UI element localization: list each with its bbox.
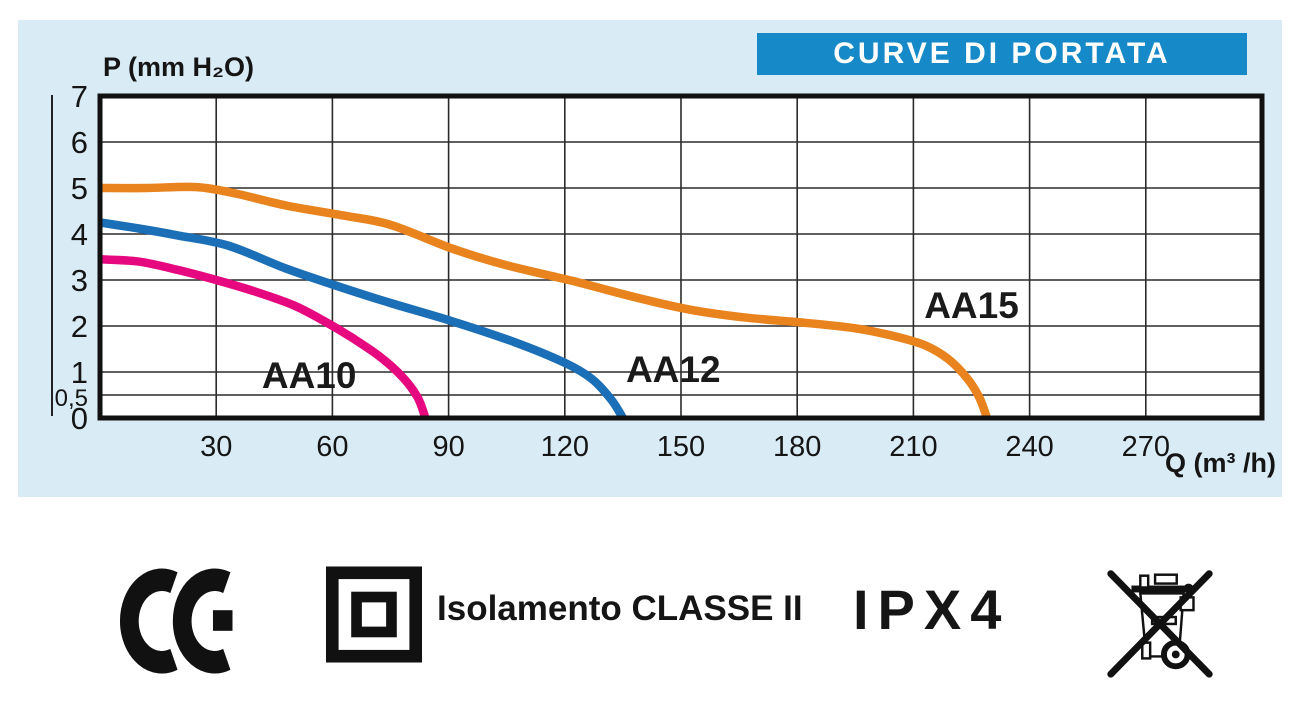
y-tick-label: 0,5 [55, 385, 88, 412]
flow-curve-AA10 [100, 255, 430, 418]
flow-curve-AA15 [100, 182, 992, 418]
title-banner: CURVE DI PORTATA [757, 33, 1247, 75]
x-tick-label: 270 [1122, 431, 1170, 463]
curve-labels: AA10 AA12 AA15 [262, 285, 1019, 396]
curve-label-AA12: AA12 [626, 349, 721, 390]
curve-label-AA10: AA10 [262, 355, 357, 396]
x-tick-label: 180 [773, 431, 821, 463]
y-tick-label: 1 [71, 355, 88, 390]
flow-curve-AA12 [100, 218, 628, 418]
x-tick-label: 90 [432, 431, 464, 463]
x-tick-label: 30 [200, 431, 232, 463]
y-tick-label: 3 [71, 263, 88, 298]
y-tick-label: 0 [71, 401, 88, 436]
plot-border [97, 93, 1265, 421]
ip-rating-label: IPX4 [853, 578, 1011, 641]
x-tick-label: 210 [889, 431, 937, 463]
y-tick-label: 4 [71, 217, 88, 252]
x-tick-label: 240 [1005, 431, 1053, 463]
x-tick-label: 150 [657, 431, 705, 463]
axis-ticks: 7 6 5 4 3 2 10,50 30 60 90 120 150 180 210 240 270 [55, 79, 1170, 463]
grid-lines [100, 96, 1262, 418]
y-tick-label: 6 [71, 125, 88, 160]
y-tick-label: 7 [71, 79, 88, 114]
x-axis-title: Q (m³ /h) [1165, 448, 1276, 478]
weee-crossed-bin-icon [1107, 570, 1213, 678]
insulation-class-label: Isolamento CLASSE II [437, 589, 803, 628]
curves [100, 182, 992, 418]
double-insulation-icon [325, 566, 423, 663]
y-tick-label: 5 [71, 171, 88, 206]
flow-curves-chart: 7 6 5 4 3 2 10,50 30 60 90 120 150 180 210 240 270 AA10… [51, 52, 1276, 478]
y-axis-title: P (mm H₂O) [103, 52, 254, 82]
ce-mark-icon [120, 568, 233, 674]
curve-label-AA15: AA15 [924, 285, 1019, 326]
page-title: CURVE DI PORTATA [833, 37, 1171, 70]
y-tick-label: 2 [71, 309, 88, 344]
x-tick-label: 60 [316, 431, 348, 463]
x-tick-label: 120 [541, 431, 589, 463]
